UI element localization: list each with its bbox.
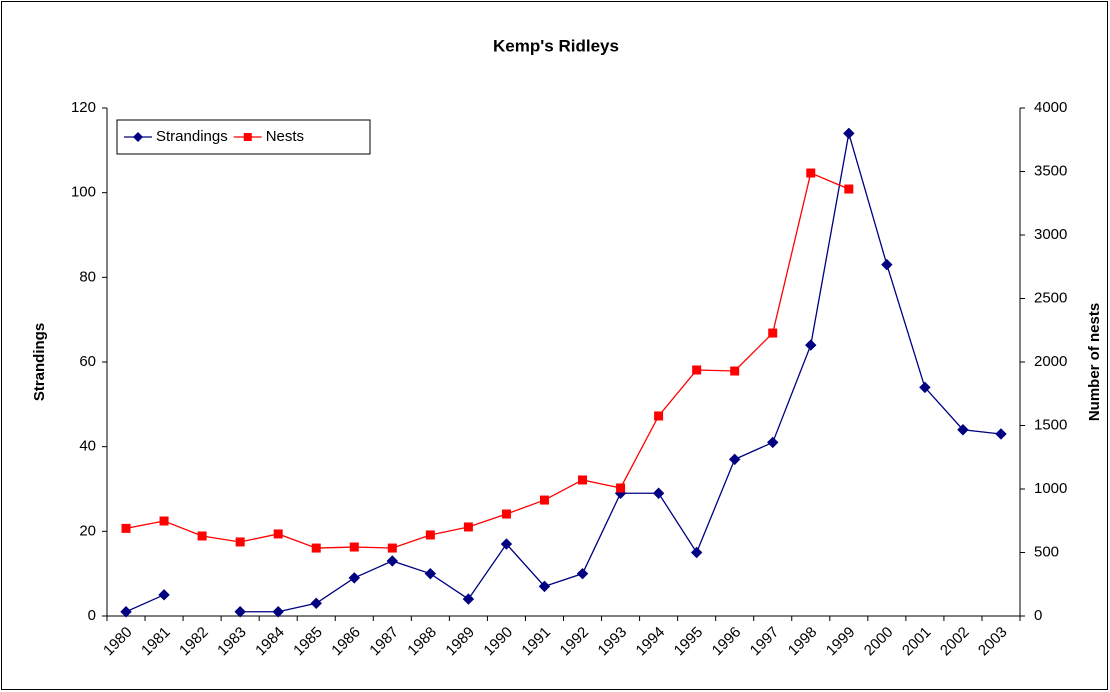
- y2-tick-label: 1500: [1034, 416, 1067, 433]
- square-marker: [387, 543, 397, 553]
- diamond-marker: [424, 567, 437, 580]
- diamond-marker: [386, 555, 399, 567]
- diamond-marker: [995, 428, 1007, 440]
- square-marker: [806, 168, 816, 178]
- diamond-marker: [767, 436, 779, 449]
- diamond-marker: [500, 538, 513, 550]
- y-tick-label: 60: [79, 353, 96, 370]
- y2-tick-label: 2000: [1034, 353, 1067, 370]
- y-tick-label: 100: [71, 184, 96, 201]
- series-line: [125, 594, 165, 613]
- legend-label: Nests: [266, 128, 304, 145]
- diamond-marker: [652, 487, 665, 499]
- y2-tick-label: 500: [1034, 543, 1059, 560]
- y2-tick-label: 3500: [1034, 162, 1067, 179]
- y-tick-label: 0: [88, 607, 96, 624]
- series-line: [125, 172, 850, 549]
- square-marker: [578, 475, 588, 485]
- square-marker: [692, 365, 702, 375]
- square-marker: [730, 366, 740, 376]
- y2-tick-label: 0: [1034, 607, 1042, 624]
- diamond-marker: [120, 606, 132, 618]
- diamond-marker: [234, 606, 246, 618]
- diamond-marker: [919, 381, 931, 394]
- diamond-marker: [538, 580, 551, 593]
- square-marker: [501, 509, 511, 519]
- y-tick-label: 80: [79, 268, 96, 285]
- square-marker: [616, 483, 626, 493]
- y2-axis-title: Number of nests: [1086, 303, 1103, 421]
- square-marker: [844, 184, 854, 194]
- y2-tick-label: 3000: [1034, 226, 1067, 243]
- y2-tick-label: 1000: [1034, 480, 1067, 497]
- diamond-marker: [272, 606, 284, 618]
- diamond-marker: [728, 453, 741, 466]
- diamond-marker: [576, 567, 589, 580]
- square-marker: [121, 523, 131, 533]
- square-marker: [768, 328, 778, 338]
- legend-box: [116, 119, 371, 155]
- square-marker: [235, 537, 245, 547]
- y-tick-label: 120: [71, 99, 96, 116]
- square-marker: [539, 495, 549, 505]
- legend: Strandings Nests: [116, 119, 371, 155]
- y2-tick-label: 4000: [1034, 99, 1067, 116]
- chart-title: Kemp's Ridleys: [493, 36, 619, 55]
- square-marker: [425, 530, 435, 540]
- diamond-marker: [158, 589, 170, 601]
- diamond-marker: [957, 424, 969, 436]
- diamond-marker: [310, 597, 322, 610]
- square-marker: [273, 529, 283, 539]
- legend-label: Strandings: [156, 128, 228, 145]
- square-marker: [463, 522, 473, 532]
- legend-key-marker: [243, 133, 252, 141]
- diamond-marker: [690, 546, 703, 559]
- y2-tick-label: 2500: [1034, 289, 1067, 306]
- y-tick-label: 20: [79, 522, 96, 539]
- diamond-marker: [805, 339, 817, 351]
- square-marker: [349, 542, 359, 552]
- y-axis-title: Strandings: [31, 323, 48, 401]
- square-marker: [311, 543, 321, 553]
- diamond-marker: [348, 572, 360, 584]
- diamond-marker: [881, 258, 893, 271]
- diamond-marker: [462, 593, 475, 605]
- legend-key-marker: [133, 132, 143, 142]
- diamond-marker: [843, 127, 855, 140]
- square-marker: [159, 516, 169, 526]
- square-marker: [197, 531, 207, 541]
- y-tick-label: 40: [79, 438, 96, 455]
- square-marker: [654, 411, 664, 421]
